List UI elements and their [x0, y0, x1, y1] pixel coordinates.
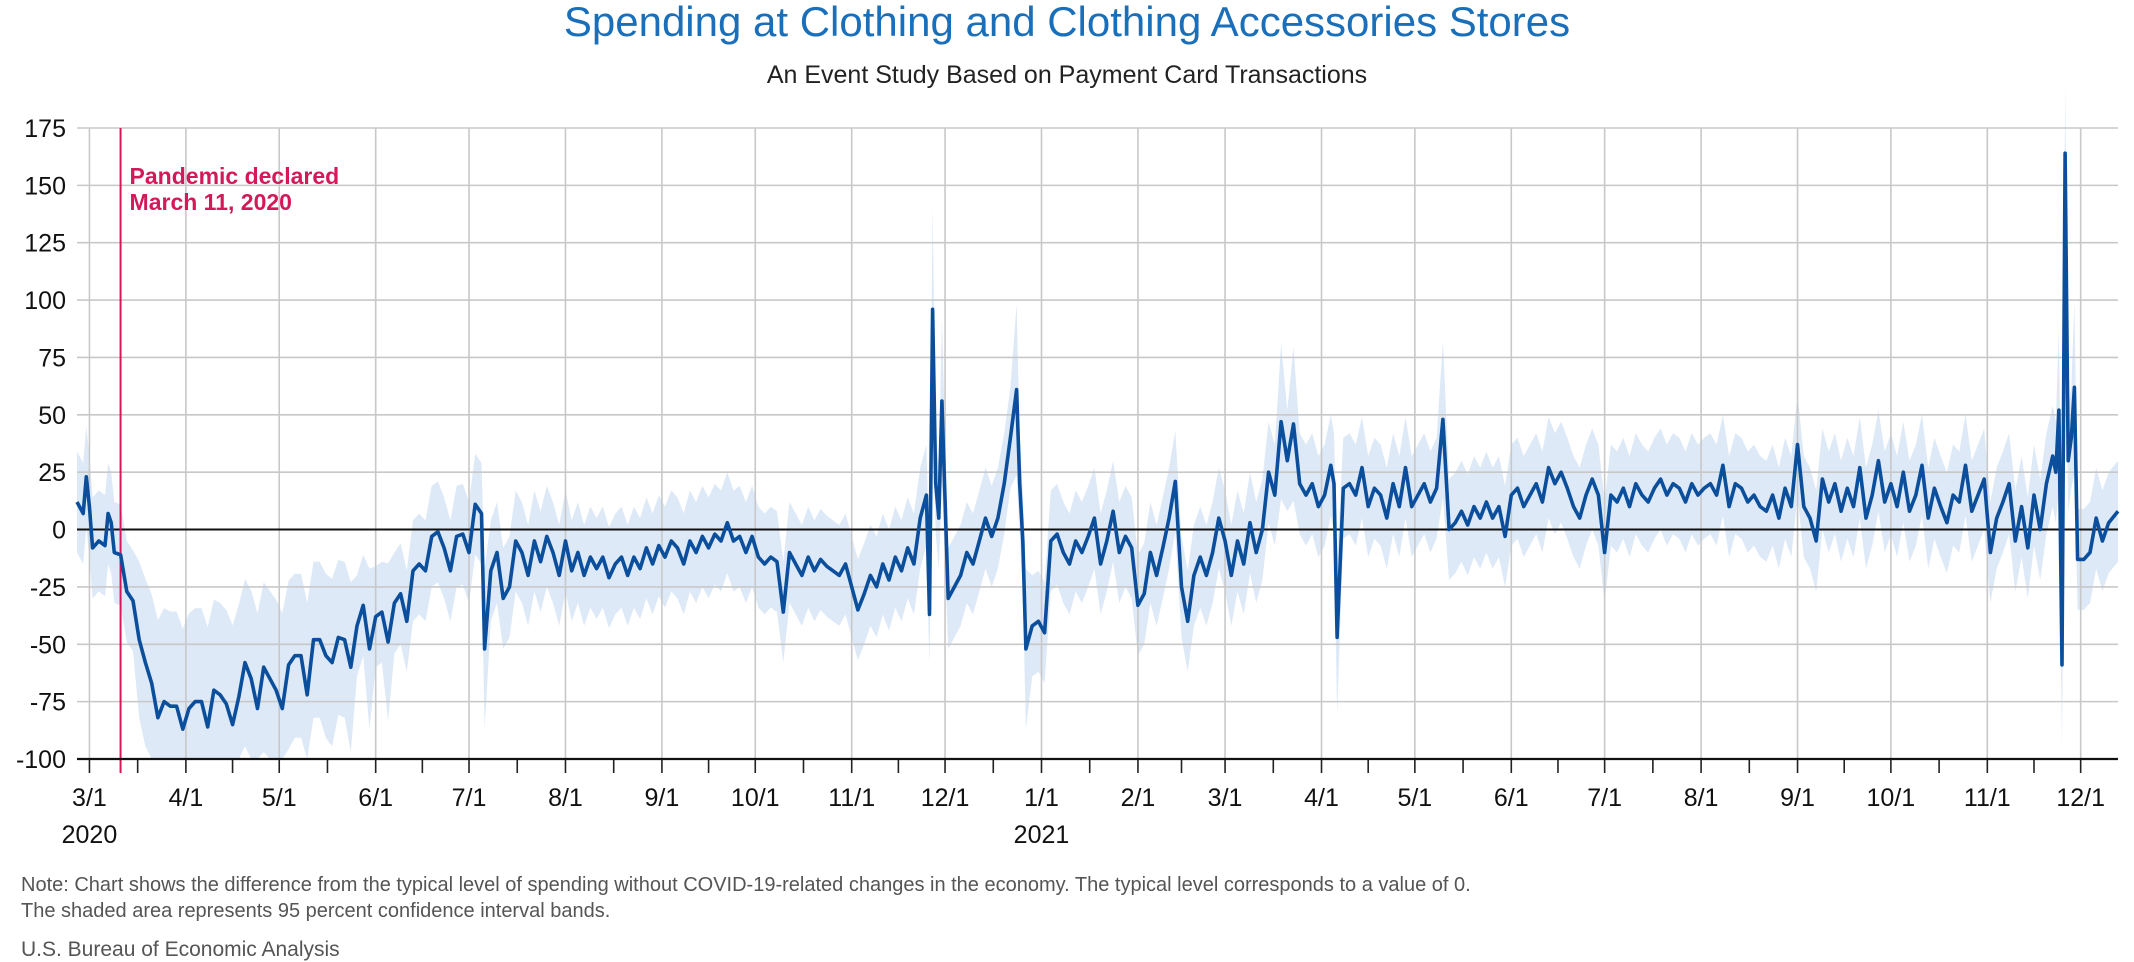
x-tick-label: 7/1 — [1587, 784, 1622, 812]
x-tick-label: 6/1 — [1494, 784, 1529, 812]
x-tick-label: 9/1 — [1780, 784, 1815, 812]
confidence-band-layer — [77, 82, 2118, 760]
series-line-layer — [75, 151, 2120, 731]
x-tick-label: 10/1 — [1867, 784, 1916, 812]
x-tick-label: 4/1 — [1304, 784, 1339, 812]
chart-note-line-2: The shaded area represents 95 percent co… — [21, 900, 611, 922]
chart-note-line-1: Note: Chart shows the difference from th… — [21, 874, 1471, 896]
grid-layer — [77, 127, 2118, 760]
x-tick-label: 10/1 — [731, 784, 780, 812]
chart-title: Spending at Clothing and Clothing Access… — [563, 0, 1571, 45]
x-year-label: 2020 — [62, 821, 118, 849]
x-tick-label: 2/1 — [1121, 784, 1156, 812]
y-tick-label: 175 — [24, 115, 66, 143]
annotation-line-1: Pandemic declared — [130, 163, 340, 189]
y-tick-label: 0 — [52, 517, 66, 545]
y-tick-label: -100 — [16, 746, 66, 774]
x-tick-label: 5/1 — [262, 784, 297, 812]
chart-subtitle: An Event Study Based on Payment Card Tra… — [766, 61, 1368, 89]
x-year-label: 2021 — [1014, 821, 1070, 849]
y-tick-label: 125 — [24, 230, 66, 258]
x-tick-labels: 3/1 2020 4/1 5/1 6/1 7/1 8/1 9/1 10/1 11/1 12/1 1/1… — [62, 784, 2105, 849]
series-line — [75, 151, 2120, 731]
y-tick-labels: 175 150 125 100 75 50 25 0 -25 -50 -75 -100 — [16, 115, 66, 774]
y-tick-label: 50 — [38, 402, 66, 430]
x-tick-label: 12/1 — [2056, 784, 2105, 812]
y-tick-label: -50 — [30, 631, 66, 659]
x-tick-label: 4/1 — [169, 784, 204, 812]
axis-layer — [77, 757, 2118, 773]
x-tick-label: 11/1 — [828, 784, 875, 812]
y-tick-label: 100 — [24, 287, 66, 315]
x-tick-label: 11/1 — [1964, 784, 2011, 812]
y-tick-label: -25 — [30, 574, 66, 602]
x-tick-label: 3/1 — [1208, 784, 1243, 812]
x-tick-label: 12/1 — [921, 784, 970, 812]
x-tick-label: 1/1 — [1024, 784, 1059, 812]
x-tick-label: 8/1 — [1684, 784, 1719, 812]
y-tick-label: 25 — [38, 459, 66, 487]
x-tick-label: 8/1 — [548, 784, 583, 812]
x-tick-label: 5/1 — [1397, 784, 1432, 812]
x-tick-label: 9/1 — [645, 784, 680, 812]
x-tick-label: 3/1 — [72, 784, 107, 812]
y-tick-label: 150 — [24, 172, 66, 200]
x-tick-label: 7/1 — [452, 784, 487, 812]
x-tick-label: 6/1 — [358, 784, 393, 812]
y-tick-label: -75 — [30, 689, 66, 717]
annotation-line-2: March 11, 2020 — [130, 189, 292, 215]
chart-source: U.S. Bureau of Economic Analysis — [21, 938, 340, 961]
confidence-band — [77, 82, 2118, 760]
y-tick-label: 75 — [38, 344, 66, 372]
